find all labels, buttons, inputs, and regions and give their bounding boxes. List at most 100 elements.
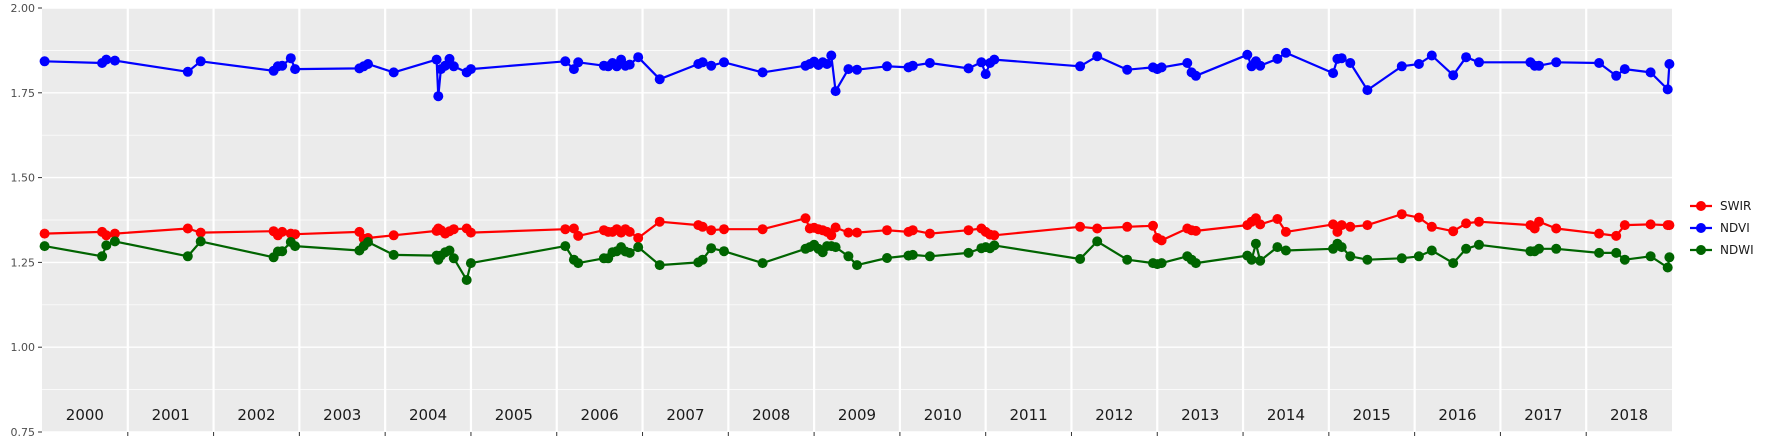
legend-marker-ndvi: [1696, 223, 1706, 233]
data-point-swir: [1272, 214, 1283, 224]
year-label: 2015: [1353, 406, 1391, 424]
data-point-swir: [1156, 235, 1167, 246]
data-point-swir: [101, 230, 112, 241]
data-point-ndwi: [461, 275, 472, 285]
x-axis: 2000 2001 2002 2003 2004 2005 2006 2007 2008 2009…: [66, 406, 1648, 436]
data-point-ndwi: [852, 260, 862, 271]
data-point-ndwi: [290, 241, 301, 252]
data-point-ndwi: [448, 253, 459, 264]
data-point-ndvi: [1551, 57, 1562, 68]
data-point-ndvi: [1664, 59, 1675, 69]
data-point-ndvi: [1328, 68, 1339, 79]
data-point-ndwi: [706, 243, 717, 254]
data-point-ndwi: [697, 254, 708, 265]
data-point-ndvi: [1594, 58, 1605, 68]
data-point-swir: [1619, 220, 1630, 231]
legend-label-ndvi: NDVI: [1720, 221, 1750, 235]
data-point-swir: [624, 226, 635, 237]
data-point-ndwi: [1345, 251, 1356, 262]
data-point-swir: [719, 224, 729, 235]
data-point-ndvi: [980, 69, 991, 80]
data-point-ndvi: [706, 60, 717, 71]
data-point-ndwi: [1551, 243, 1562, 254]
data-point-ndvi: [1092, 51, 1103, 62]
year-label: 2002: [237, 406, 275, 424]
data-point-ndvi: [1413, 59, 1424, 69]
legend-label-swir: SWIR: [1720, 199, 1751, 213]
data-point-ndvi: [1645, 67, 1656, 78]
data-point-ndvi: [363, 59, 373, 69]
data-point-ndvi: [1619, 64, 1630, 75]
data-point-swir: [1474, 216, 1484, 227]
data-point-swir: [1122, 221, 1133, 232]
data-point-swir: [277, 226, 288, 237]
data-point-ndwi: [1122, 254, 1133, 265]
data-point-ndvi: [573, 57, 584, 68]
data-point-swir: [1461, 218, 1472, 229]
y-tick-label: 1.50: [11, 172, 36, 185]
data-point-ndvi: [448, 61, 459, 72]
data-point-ndwi: [1426, 245, 1437, 256]
data-point-swir: [633, 233, 644, 243]
data-point-ndvi: [1075, 61, 1086, 72]
data-point-swir: [1611, 230, 1622, 241]
data-point-ndvi: [1662, 84, 1673, 95]
data-point-ndvi: [624, 59, 635, 70]
data-point-ndvi: [431, 54, 442, 65]
data-point-swir: [1645, 219, 1656, 230]
data-point-ndwi: [1156, 258, 1167, 269]
year-label: 2009: [838, 406, 876, 424]
data-point-ndvi: [654, 74, 665, 85]
data-point-ndwi: [654, 260, 665, 271]
legend-label-ndwi: NDWI: [1720, 243, 1754, 257]
data-point-ndvi: [1474, 57, 1484, 68]
data-point-swir: [1336, 220, 1347, 231]
data-point-swir: [388, 230, 399, 241]
data-point-ndvi: [976, 57, 987, 68]
data-point-ndvi: [101, 54, 112, 65]
year-label: 2001: [152, 406, 190, 424]
year-label: 2013: [1181, 406, 1219, 424]
data-point-ndwi: [109, 236, 120, 247]
data-point-ndwi: [624, 247, 635, 258]
data-point-ndwi: [1272, 242, 1283, 253]
data-point-swir: [39, 228, 50, 239]
data-point-ndvi: [1336, 53, 1347, 64]
data-point-ndvi: [1611, 70, 1622, 81]
data-point-swir: [843, 227, 854, 238]
data-point-swir: [1328, 219, 1339, 230]
data-point-ndwi: [1534, 243, 1544, 254]
data-point-swir: [654, 216, 665, 227]
data-point-ndvi: [182, 66, 193, 77]
data-point-swir: [852, 227, 862, 238]
data-point-ndvi: [1396, 61, 1407, 72]
data-point-swir: [290, 229, 301, 240]
data-point-ndwi: [97, 251, 108, 262]
data-point-ndvi: [924, 58, 935, 68]
data-point-ndwi: [388, 249, 399, 260]
year-label: 2016: [1438, 406, 1476, 424]
data-point-ndvi: [109, 55, 120, 66]
data-point-ndwi: [989, 240, 1000, 251]
data-point-ndvi: [1255, 60, 1266, 71]
data-point-ndvi: [1242, 49, 1253, 60]
series-group: [39, 47, 1675, 285]
data-point-ndwi: [1413, 251, 1424, 262]
data-point-ndwi: [560, 241, 571, 252]
data-point-ndwi: [1246, 254, 1257, 265]
data-point-ndvi: [1156, 62, 1167, 73]
data-point-swir: [1448, 226, 1459, 237]
y-axis: 0.75 1.00 1.25 1.50 1.75 2.00: [11, 2, 42, 439]
year-label: 2010: [924, 406, 962, 424]
data-point-swir: [1255, 219, 1266, 230]
data-point-swir: [989, 230, 1000, 241]
data-point-ndwi: [1461, 243, 1472, 254]
data-point-swir: [1362, 220, 1373, 231]
data-point-ndvi: [907, 60, 918, 71]
y-tick-label: 1.75: [11, 87, 36, 100]
data-point-ndvi: [1190, 70, 1201, 81]
data-point-ndvi: [1182, 58, 1193, 68]
legend: SWIR NDVI NDWI: [1690, 199, 1754, 257]
